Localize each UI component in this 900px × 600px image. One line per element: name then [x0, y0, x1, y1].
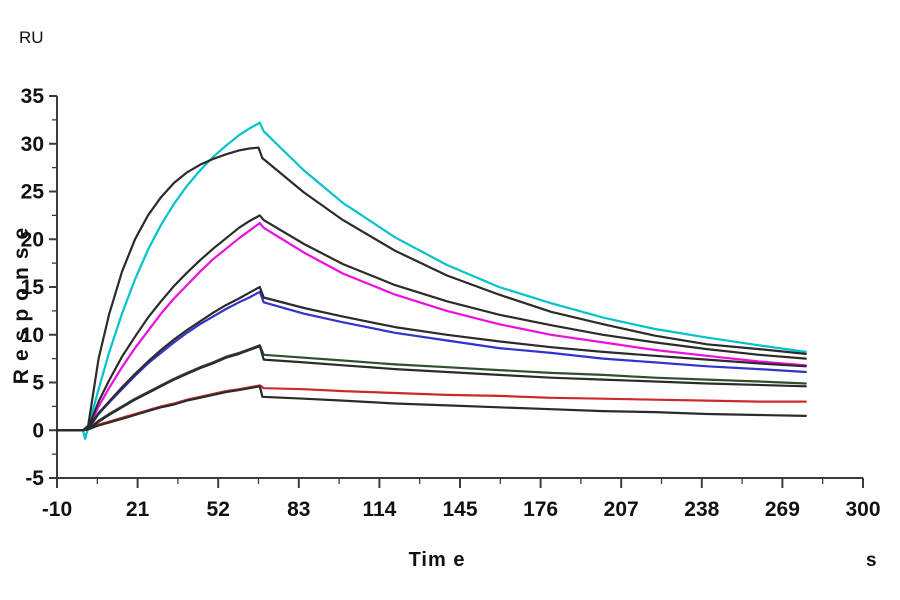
x-tick-label: 114 [362, 498, 396, 521]
x-axis-title: Tim e [408, 549, 466, 571]
y-tick-label: 30 [21, 133, 44, 156]
series-green-fit [55, 345, 807, 432]
x-tick-label: 238 [684, 498, 719, 521]
x-tick-label: -10 [42, 498, 72, 521]
y-tick-label: 5 [32, 372, 44, 395]
y-tick-label: 0 [32, 419, 44, 442]
series-blue-data [55, 290, 807, 432]
x-tick-label: 145 [442, 498, 477, 521]
series-blue-fit [55, 285, 807, 432]
series-magenta-fit [55, 214, 807, 432]
x-tick-label: 269 [765, 498, 800, 521]
x-axis-unit-label: s [866, 550, 877, 571]
x-tick-label: 176 [523, 498, 558, 521]
y-axis-title: Response [10, 219, 33, 385]
y-tick-label: 15 [21, 276, 45, 299]
y-tick-label: 20 [21, 228, 44, 251]
series-cyan-data [55, 121, 807, 440]
y-tick-label: 35 [21, 85, 45, 108]
x-tick-label: 300 [845, 498, 880, 521]
y-tick-label: 25 [21, 181, 45, 204]
y-tick-label: 10 [21, 324, 44, 347]
series-cyan-fit [55, 146, 807, 432]
series-magenta-data [55, 221, 807, 432]
y-tick-label: -5 [25, 467, 44, 490]
series-red-data [55, 384, 807, 432]
x-tick-label: 21 [126, 498, 150, 521]
series-red-fit [55, 385, 807, 432]
x-tick-label: 83 [287, 498, 310, 521]
x-tick-label: 207 [604, 498, 639, 521]
response-unit-label: RU [19, 28, 44, 47]
x-tick-label: 52 [207, 498, 230, 521]
